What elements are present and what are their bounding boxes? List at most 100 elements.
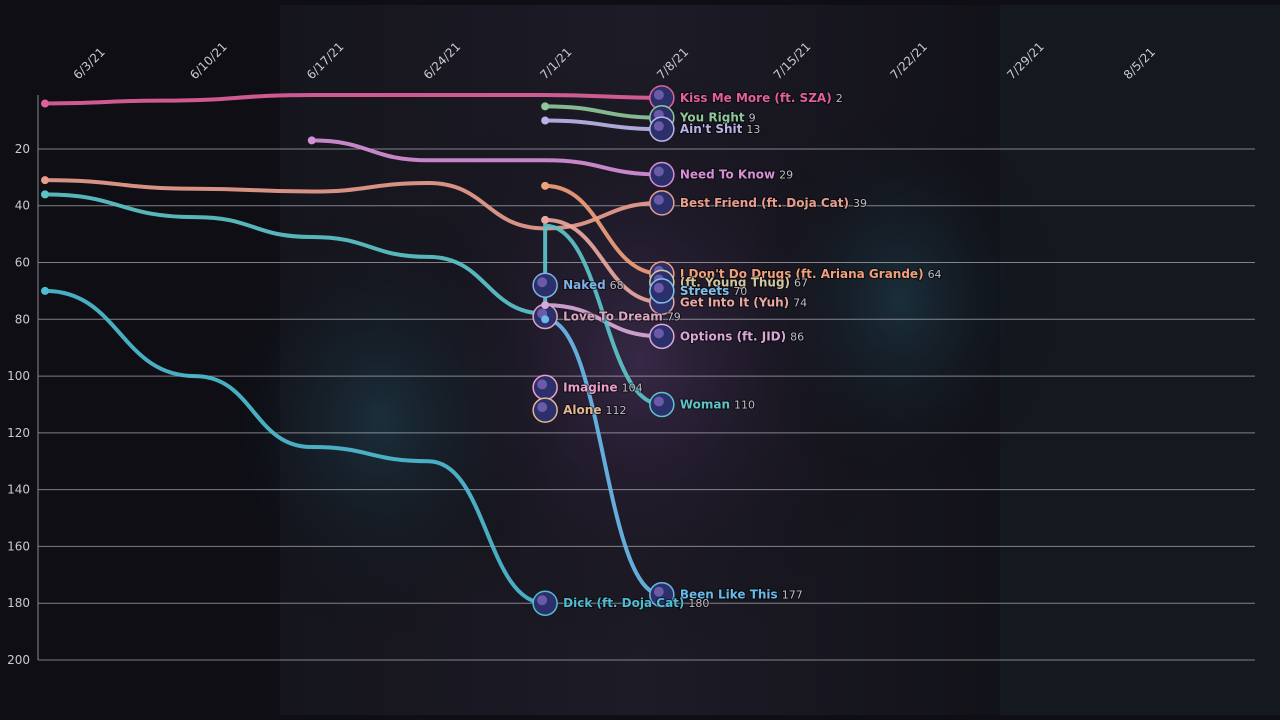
series-label-been-like-this: Been Like This 177	[680, 588, 803, 602]
series-start-point-i-don-t-do-drugs-ft-ariana-grande	[541, 181, 550, 190]
series-name: Alone	[563, 403, 601, 417]
series-label-need-to-know: Need To Know 29	[680, 167, 793, 181]
series-line-need-to-know	[309, 138, 664, 177]
series-start-point-need-to-know	[307, 136, 316, 145]
series-start-point-kiss-me-more-ft-sza	[41, 99, 49, 108]
series-rank: 112	[605, 404, 626, 417]
series-line-best-friend-ft-doja-cat	[43, 178, 664, 231]
series-label-ain-t-shit: Ain't Shit 13	[680, 122, 761, 136]
x-tick-label: 7/8/21	[654, 45, 691, 82]
series-end-marker-need-to-know	[649, 161, 675, 188]
series-line-kiss-me-more-ft-sza	[43, 92, 664, 106]
series-end-marker-been-like-this	[649, 581, 675, 608]
series-label-kiss-me-more-ft-sza: Kiss Me More (ft. SZA) 2	[680, 91, 843, 105]
album-avatar-highlight	[653, 396, 664, 407]
album-avatar-highlight	[537, 277, 548, 288]
series-end-marker-imagine	[532, 374, 558, 401]
series-line-been-like-this	[543, 317, 664, 597]
album-avatar-highlight	[653, 282, 664, 293]
x-tick-label: 7/1/21	[537, 45, 574, 82]
series-label-options-ft-jid: Options (ft. JID) 86	[680, 329, 804, 343]
series-rank: 110	[734, 398, 755, 411]
series-rank: 104	[622, 381, 643, 394]
series-start-point-ain-t-shit	[541, 116, 550, 125]
series-name: Ain't Shit	[680, 122, 743, 136]
series-line-dick-ft-doja-cat	[43, 288, 548, 606]
x-tick-label: 6/3/21	[71, 45, 108, 82]
y-tick-label: 180	[7, 596, 30, 610]
x-axis: 6/3/21 6/10/21 6/17/21 6/24/21 7/1/21 7/8/21 7…	[71, 40, 1159, 83]
series-rank: 2	[836, 92, 843, 105]
y-tick-label: 20	[15, 142, 30, 156]
series-end-marker-woman	[649, 391, 675, 418]
series-start-point-dick-ft-doja-cat	[41, 286, 49, 295]
series-end-marker-best-friend-ft-doja-cat	[649, 190, 675, 216]
series-name: Get Into It (Yuh)	[680, 295, 789, 309]
album-avatar-highlight	[653, 586, 664, 597]
x-tick-label: 7/22/21	[887, 40, 930, 83]
y-tick-label: 100	[7, 369, 30, 383]
series-rank: 86	[790, 330, 804, 343]
series-rank: 79	[667, 310, 681, 323]
series-label-love-to-dream: Love To Dream 79	[563, 309, 681, 323]
series-label-dick-ft-doja-cat: Dick (ft. Doja Cat) 180	[563, 596, 709, 610]
series-label-naked: Naked 68	[563, 278, 624, 292]
album-avatar-highlight	[653, 194, 664, 205]
series-label-alone: Alone 112	[563, 403, 626, 417]
series-end-marker-alone	[532, 397, 558, 423]
album-avatar-highlight	[537, 595, 548, 606]
series-rank: 39	[853, 197, 867, 210]
series-label-imagine: Imagine 104	[563, 380, 642, 394]
series-name: Need To Know	[680, 167, 775, 181]
album-avatar-highlight	[537, 379, 548, 390]
x-tick-label: 6/17/21	[304, 40, 347, 83]
series-start-point-been-like-this	[541, 315, 550, 324]
album-avatar-highlight	[653, 121, 664, 132]
album-avatar-highlight	[653, 89, 664, 100]
series-name: Naked	[563, 278, 606, 292]
series-label-best-friend-ft-doja-cat: Best Friend (ft. Doja Cat) 39	[680, 196, 867, 210]
series-end-marker-options-ft-jid	[649, 323, 675, 350]
series-label-get-into-it-yuh: Get Into It (Yuh) 74	[680, 295, 807, 309]
series-start-point-options-ft-jid	[541, 301, 550, 310]
grid-lines	[38, 148, 1255, 661]
series-label-you-right: You Right 9	[679, 111, 756, 125]
y-axis: 20 40 60 80 100 120 140 160 180 200	[7, 95, 39, 667]
x-tick-label: 6/10/21	[187, 40, 230, 83]
series-name: Been Like This	[680, 588, 778, 602]
series-label-woman: Woman 110	[680, 397, 755, 411]
series-rank: 180	[688, 597, 709, 610]
series-name: I Don't Do Drugs (ft. Ariana Grande)	[680, 267, 924, 281]
y-tick-label: 40	[15, 199, 30, 213]
series-start-point-best-friend-ft-doja-cat	[41, 176, 49, 185]
series-line-i-don-t-do-drugs-ft-ariana-grande	[543, 183, 664, 276]
series-rank: 13	[746, 123, 760, 136]
x-tick-label: 7/15/21	[771, 40, 814, 83]
series-label-i-don-t-do-drugs-ft-ariana-grande: I Don't Do Drugs (ft. Ariana Grande) 64	[680, 267, 942, 281]
series-line-you-right	[543, 104, 664, 120]
series-name: (ft. Young Thug)	[680, 275, 790, 289]
series-start-point-woman	[41, 190, 49, 199]
series-line-woman	[43, 192, 664, 407]
series-rank: 74	[793, 296, 807, 309]
series-start-point-you-right	[541, 102, 550, 111]
series-name: Best Friend (ft. Doja Cat)	[680, 196, 849, 210]
series-rank: 70	[733, 285, 747, 298]
series-end-marker-streets	[649, 278, 675, 304]
series-rank: 64	[928, 268, 942, 281]
series-rank: 67	[794, 276, 808, 289]
y-tick-label: 80	[15, 312, 30, 326]
y-tick-label: 140	[7, 483, 30, 497]
series-name: Woman	[680, 397, 730, 411]
series-name: Dick (ft. Doja Cat)	[563, 596, 684, 610]
series-start-point-get-into-it-yuh	[541, 215, 550, 224]
x-tick-label: 6/24/21	[421, 40, 464, 83]
x-tick-label: 7/29/21	[1004, 40, 1047, 83]
series-rank: 68	[610, 279, 624, 292]
series-line-ain-t-shit	[543, 118, 664, 132]
series-name: Imagine	[563, 380, 617, 394]
series-rank: 9	[749, 112, 756, 125]
series-label-streets: Streets 70	[680, 284, 747, 298]
